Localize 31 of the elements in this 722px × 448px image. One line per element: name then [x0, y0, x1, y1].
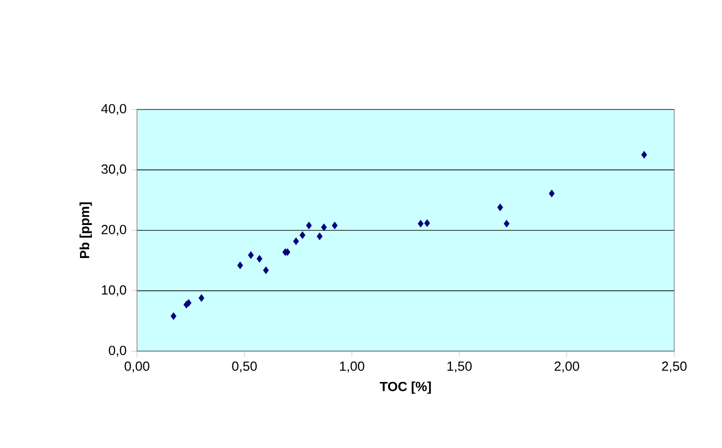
x-tick-label: 2,50 [662, 362, 687, 373]
x-tick-label: 0,50 [232, 362, 257, 373]
point [306, 222, 312, 230]
point [198, 294, 204, 302]
point [300, 232, 306, 239]
point [548, 190, 555, 198]
point [248, 252, 254, 259]
point [332, 222, 338, 230]
y-axis-title: Pb [ppm] [80, 202, 92, 258]
point [316, 232, 323, 240]
x-tick-label: 0,00 [124, 362, 150, 373]
point [263, 266, 269, 274]
y-tick-label: 30,0 [101, 164, 126, 176]
y-tick-label: 20,0 [102, 225, 126, 236]
point [497, 204, 504, 212]
point [237, 262, 243, 270]
x-tick-label: 1,00 [340, 362, 364, 373]
point [170, 312, 176, 320]
x-axis-title: TOC [%] [380, 382, 431, 394]
point [321, 224, 327, 232]
point [641, 151, 647, 159]
point [293, 238, 299, 246]
y-tick-label: 10,0 [102, 285, 126, 296]
y-tick-label: 0,0 [108, 346, 126, 357]
point [424, 220, 430, 227]
x-tick-label: 1,50 [448, 362, 472, 373]
x-tick-label: 2,00 [554, 362, 580, 373]
point [504, 220, 510, 228]
y-tick-label: 40,0 [101, 104, 126, 116]
point [418, 220, 424, 228]
point [256, 255, 262, 263]
